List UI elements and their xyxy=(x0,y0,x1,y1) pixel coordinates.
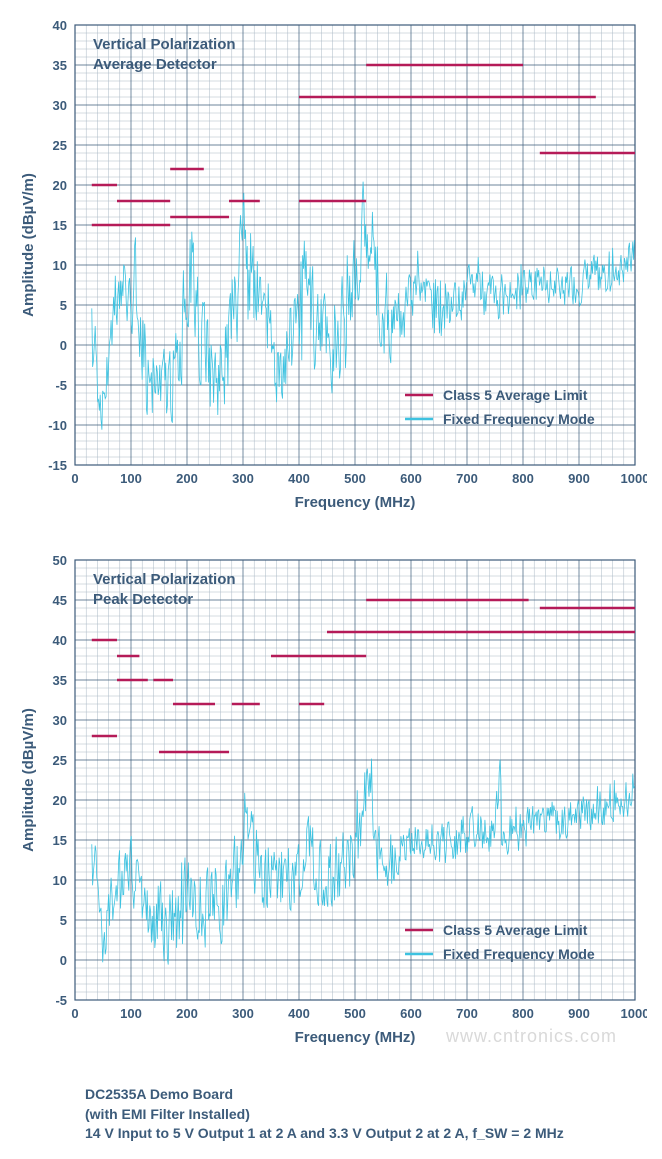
xtick-label: 300 xyxy=(232,1006,254,1021)
xtick-label: 500 xyxy=(344,471,366,486)
xtick-label: 700 xyxy=(456,471,478,486)
legend-label: Fixed Frequency Mode xyxy=(443,411,595,427)
chart-svg-0: 01002003004005006007008009001000-15-10-5… xyxy=(15,15,647,520)
ytick-label: 5 xyxy=(60,298,67,313)
chart-container-1: 0 100 200 300 400 500 600 700 800 900 1000 -5 0 5 10 15… xyxy=(15,550,647,1055)
caption-line-0: DC2535A Demo Board xyxy=(85,1086,233,1102)
chart-title-line: Peak Detector xyxy=(93,591,193,608)
ytick-label: 5 xyxy=(60,913,67,928)
xtick-label: 1000 xyxy=(621,1006,647,1021)
ylabel: Amplitude (dBµV/m) xyxy=(20,708,37,852)
chart-container-0: 01002003004005006007008009001000-15-10-5… xyxy=(15,15,647,520)
xlabel: Frequency (MHz) xyxy=(295,1029,416,1046)
ytick-label: 15 xyxy=(53,833,67,848)
chart-title-line: Vertical Polarization xyxy=(93,36,236,53)
xtick-label: 600 xyxy=(400,1006,422,1021)
xtick-label: 600 xyxy=(400,471,422,486)
xtick-label: 100 xyxy=(120,471,142,486)
caption: DC2535A Demo Board (with EMI Filter Inst… xyxy=(85,1085,647,1144)
ytick-label: -5 xyxy=(55,993,67,1008)
ytick-label: -5 xyxy=(55,378,67,393)
xtick-label: 1000 xyxy=(621,471,647,486)
ytick-label: 15 xyxy=(53,218,67,233)
ytick-label: -15 xyxy=(48,458,67,473)
limit-lines xyxy=(92,600,635,752)
ytick-label: 50 xyxy=(53,553,67,568)
ytick-label: -10 xyxy=(48,418,67,433)
ylabel: Amplitude (dBµV/m) xyxy=(20,173,37,317)
caption-line-2: 14 V Input to 5 V Output 1 at 2 A and 3.… xyxy=(85,1125,564,1141)
ytick-label: 30 xyxy=(53,98,67,113)
ytick-label: 25 xyxy=(53,753,67,768)
xtick-label: 800 xyxy=(512,471,534,486)
ytick-label: 35 xyxy=(53,673,67,688)
ytick-label: 30 xyxy=(53,713,67,728)
chart-title-line: Vertical Polarization xyxy=(93,571,236,588)
xtick-label: 500 xyxy=(344,1006,366,1021)
watermark: www.cntronics.com xyxy=(446,1026,617,1047)
xtick-label: 0 xyxy=(71,1006,78,1021)
xtick-label: 100 xyxy=(120,1006,142,1021)
xtick-label: 0 xyxy=(71,471,78,486)
legend-label: Fixed Frequency Mode xyxy=(443,946,595,962)
xtick-label: 800 xyxy=(512,1006,534,1021)
chart-svg-1: 0 100 200 300 400 500 600 700 800 900 1000 -5 0 5 10 15… xyxy=(15,550,647,1055)
ytick-label: 45 xyxy=(53,593,67,608)
chart-title-line: Average Detector xyxy=(93,56,217,73)
xlabel: Frequency (MHz) xyxy=(295,494,416,511)
ytick-label: 35 xyxy=(53,58,67,73)
xtick-label: 300 xyxy=(232,471,254,486)
xtick-label: 900 xyxy=(568,1006,590,1021)
ytick-label: 0 xyxy=(60,338,67,353)
legend-label: Class 5 Average Limit xyxy=(443,387,588,403)
legend-label: Class 5 Average Limit xyxy=(443,922,588,938)
ytick-label: 10 xyxy=(53,873,67,888)
ytick-label: 20 xyxy=(53,793,67,808)
xtick-label: 200 xyxy=(176,471,198,486)
xtick-label: 400 xyxy=(288,471,310,486)
xtick-label: 200 xyxy=(176,1006,198,1021)
ytick-label: 20 xyxy=(53,178,67,193)
ytick-label: 10 xyxy=(53,258,67,273)
ytick-label: 25 xyxy=(53,138,67,153)
xtick-label: 700 xyxy=(456,1006,478,1021)
caption-line-1: (with EMI Filter Installed) xyxy=(85,1106,250,1122)
ytick-label: 40 xyxy=(53,18,67,33)
ytick-label: 40 xyxy=(53,633,67,648)
ytick-label: 0 xyxy=(60,953,67,968)
xtick-label: 900 xyxy=(568,471,590,486)
xtick-label: 400 xyxy=(288,1006,310,1021)
